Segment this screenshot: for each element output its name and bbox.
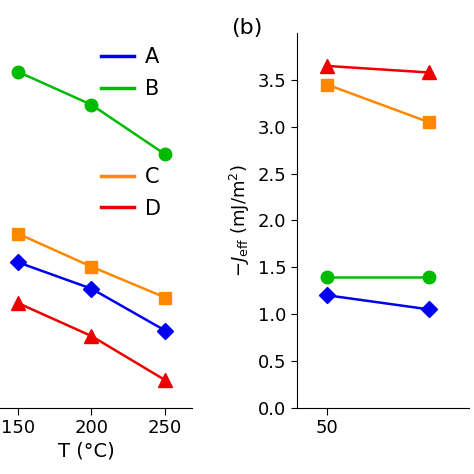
Text: (b): (b) — [231, 18, 263, 38]
Y-axis label: $-J_{\mathrm{eff}}$ (mJ/m$^2$): $-J_{\mathrm{eff}}$ (mJ/m$^2$) — [228, 164, 252, 277]
X-axis label: T (°C): T (°C) — [58, 442, 115, 461]
Legend: C, D: C, D — [101, 167, 161, 219]
